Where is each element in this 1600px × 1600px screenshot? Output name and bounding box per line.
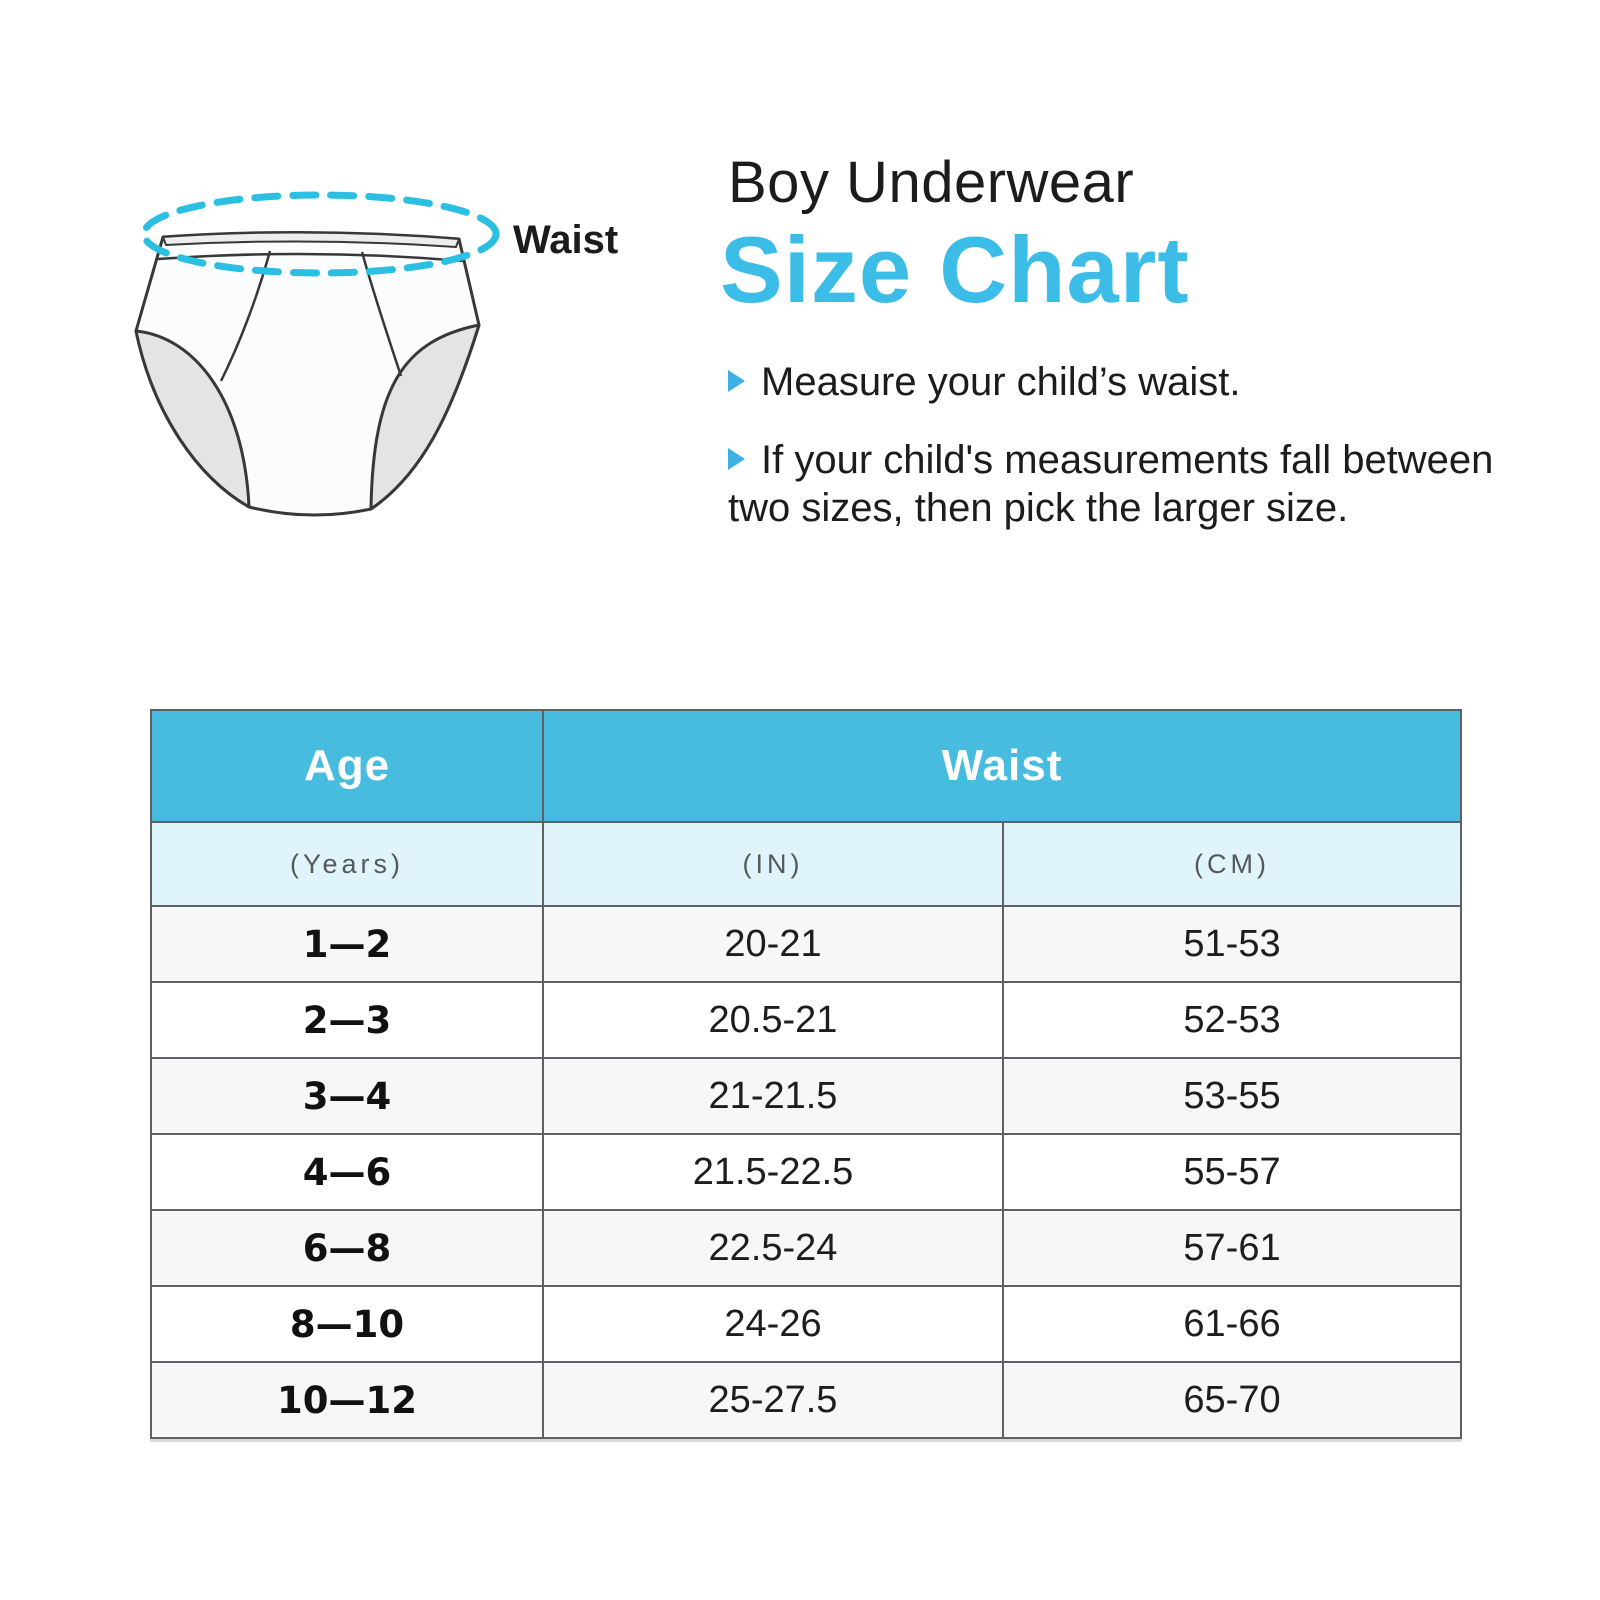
age-cell: 8—10 [150,1285,544,1363]
waist-in-cell: 20.5-21 [542,981,1004,1059]
waist-in-cell: 21.5-22.5 [542,1133,1004,1211]
right-leg-panel [369,323,481,511]
waist-in-cell: 22.5-24 [542,1209,1004,1287]
left-seam [219,250,272,382]
waist-cm-cell: 57-61 [1002,1209,1462,1287]
instruction-text: If your child's measurements fall betwee… [728,438,1494,530]
waist-cm-cell: 53-55 [1002,1057,1462,1135]
table-row: 3—4 21-21.5 53-55 [150,1057,1462,1135]
instruction-item: If your child's measurements fall betwee… [728,436,1528,532]
table-row: 4—6 21.5-22.5 55-57 [150,1133,1462,1211]
age-cell: 2—3 [150,981,544,1059]
waist-cm-cell: 61-66 [1002,1285,1462,1363]
age-cell: 3—4 [150,1057,544,1135]
waistband-bottom-line [157,252,465,263]
table-row: 1—2 20-21 51-53 [150,905,1462,983]
size-table-body: 1—2 20-21 51-53 2—3 20.5-21 52-53 3—4 21… [150,905,1462,1439]
right-seam [360,251,403,377]
waist-in-cell: 21-21.5 [542,1057,1004,1135]
waist-cm-cell: 51-53 [1002,905,1462,983]
underwear-illustration: Waist [125,185,625,530]
table-row: 8—10 24-26 61-66 [150,1285,1462,1363]
page-title: Size Chart [720,217,1190,322]
page-subtitle: Boy Underwear [728,150,1135,215]
age-cell: 1—2 [150,905,544,983]
waist-column-header: Waist [542,709,1462,823]
waistband-opening [161,231,461,249]
left-leg-panel [134,329,251,509]
size-table: Age Waist (Years) (IN) (CM) 1—2 20-21 51… [150,709,1462,1439]
age-cell: 6—8 [150,1209,544,1287]
table-row: 10—12 25-27.5 65-70 [150,1361,1462,1439]
bullet-triangle-icon [728,370,745,392]
table-row: 6—8 22.5-24 57-61 [150,1209,1462,1287]
size-table-header: Age Waist (Years) (IN) (CM) [150,709,1462,907]
table-row: 2—3 20.5-21 52-53 [150,981,1462,1059]
age-unit-label: (Years) [150,821,544,907]
waist-in-cell: 24-26 [542,1285,1004,1363]
waist-dashed-ellipse [140,191,500,277]
bullet-triangle-icon [728,448,745,470]
waist-cm-cell: 52-53 [1002,981,1462,1059]
underwear-drawing: Waist [134,191,618,517]
age-cell: 4—6 [150,1133,544,1211]
waist-in-cell: 20-21 [542,905,1004,983]
heading-block: Boy Underwear Size Chart Measure your ch… [720,150,1528,562]
age-column-header: Age [150,709,544,823]
header-row: Age Waist [150,709,1462,823]
instruction-text: Measure your child’s waist. [761,360,1241,404]
waist-cm-cell: 65-70 [1002,1361,1462,1439]
waist-label: Waist [513,218,618,262]
waist-cm-cell: 55-57 [1002,1133,1462,1211]
units-row: (Years) (IN) (CM) [150,821,1462,907]
waist-in-cell: 25-27.5 [542,1361,1004,1439]
centimeters-unit-label: (CM) [1002,821,1462,907]
age-cell: 10—12 [150,1361,544,1439]
instruction-item: Measure your child’s waist. [728,358,1528,406]
inches-unit-label: (IN) [542,821,1004,907]
instruction-list: Measure your child’s waist. If your chil… [728,358,1528,532]
